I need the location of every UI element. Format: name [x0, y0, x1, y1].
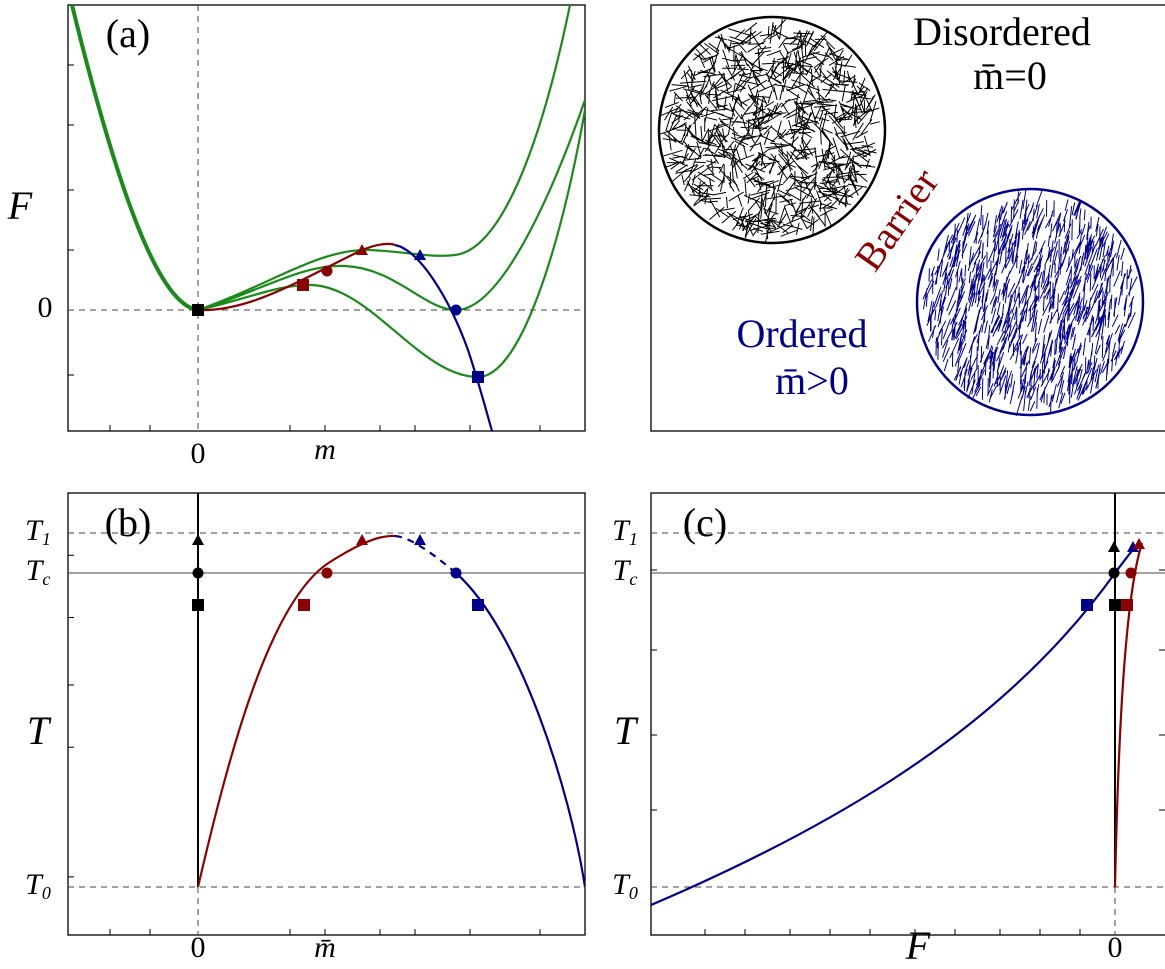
marker [192, 534, 204, 545]
marker [1126, 568, 1137, 579]
curve [651, 546, 1136, 905]
ordered-value: m̄>0 [775, 358, 849, 403]
tick-label: T0 [25, 868, 51, 903]
marker [192, 304, 204, 316]
marker [1109, 568, 1120, 579]
marker [472, 599, 484, 611]
molecules [923, 189, 1137, 416]
curve [395, 536, 456, 573]
tick-label-sub: c [42, 569, 50, 589]
curve [198, 100, 585, 310]
tick-label: 0 [1108, 931, 1123, 964]
tick-label-base: T [614, 708, 639, 753]
axis-label: F [905, 923, 931, 968]
curve [1115, 543, 1142, 887]
page: {"panel_a": {"label": "(a)", "y_label": … [0, 0, 1165, 969]
panel-c: (c) T1 Tc T T0 F 0 [612, 493, 1165, 968]
tick-label: T [27, 708, 52, 753]
panel-label: (b) [105, 500, 152, 545]
marker [322, 568, 333, 579]
tick-label: 0 [38, 291, 53, 324]
marker [193, 568, 204, 579]
panel-schematic: Disordered m̄=0 Barrier Ordered m̄>0 [651, 5, 1165, 431]
marker [451, 305, 462, 316]
tick-label-sub: 1 [42, 529, 51, 549]
figure: (a) F 0 0 m Disordered m̄=0 Barrier Orde… [0, 0, 1165, 969]
panel-label: (a) [106, 11, 150, 56]
disordered-value: m̄=0 [973, 53, 1047, 98]
marker [192, 599, 204, 611]
tick-label: m [314, 433, 336, 466]
tick-label: T1 [25, 514, 51, 549]
marker [1109, 599, 1121, 611]
frame [68, 493, 585, 935]
ordered-label: Ordered [736, 311, 867, 356]
marker [451, 568, 462, 579]
marker [472, 371, 484, 383]
panel-b: (b) T1 Tc T T0 0 m̄ [25, 493, 585, 964]
marker [322, 266, 333, 277]
curve [456, 573, 585, 887]
disordered-label: Disordered [913, 9, 1091, 54]
tick-label: Tc [26, 554, 51, 589]
marker [356, 534, 368, 545]
frame [651, 493, 1165, 935]
marker [1081, 599, 1093, 611]
panel-a: (a) F 0 0 m [7, 5, 585, 470]
curve [198, 536, 395, 887]
tick-label: T [614, 708, 639, 753]
panel-label: (c) [683, 500, 727, 545]
marker [1108, 541, 1120, 552]
tick-label-sub: c [629, 569, 637, 589]
tick-label: T1 [612, 514, 638, 549]
tick-label: 0 [191, 437, 206, 470]
tick-label-base: T [27, 708, 52, 753]
disordered-circle [659, 17, 885, 243]
tick-label: Tc [613, 554, 638, 589]
curve [198, 5, 570, 310]
tick-label-sub: 0 [42, 883, 51, 903]
tick-label: m̄ [314, 931, 336, 964]
curve [395, 245, 492, 431]
marker [1121, 599, 1133, 611]
marker [1133, 538, 1145, 549]
barrier-label: Barrier [846, 160, 948, 279]
marker [298, 599, 310, 611]
frame [68, 5, 585, 431]
marker [297, 279, 309, 291]
tick-label-sub: 1 [629, 529, 638, 549]
marker [414, 534, 426, 545]
tick-label: 0 [191, 931, 206, 964]
tick-label: T0 [612, 868, 638, 903]
axis-label: F [7, 183, 33, 228]
tick-label-sub: 0 [629, 883, 638, 903]
